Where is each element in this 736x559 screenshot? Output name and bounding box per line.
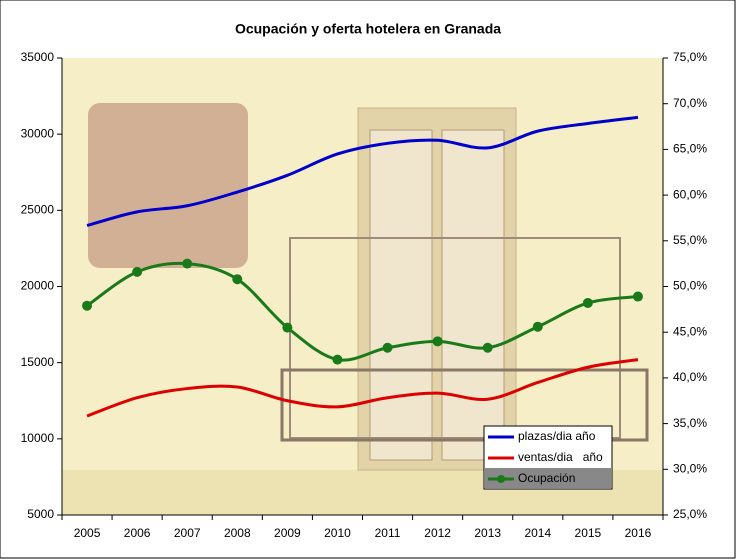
- y2-tick-label: 65,0%: [673, 142, 707, 156]
- x-tick-label: 2015: [575, 526, 602, 540]
- window-pane: [369, 129, 433, 461]
- point: [332, 354, 343, 365]
- y2-tick-label: 75,0%: [673, 50, 707, 64]
- chart-title: Ocupación y oferta hotelera en Granada: [235, 21, 501, 37]
- x-tick-label: 2006: [124, 526, 151, 540]
- x-tick-label: 2013: [474, 526, 501, 540]
- series-line: [86, 358, 639, 418]
- legend-label: Ocupación: [518, 471, 575, 485]
- point: [632, 291, 643, 302]
- point: [482, 342, 493, 353]
- balcony-rail: [280, 368, 649, 442]
- y2-tick-label: 45,0%: [673, 324, 707, 338]
- y2-tick-label: 50,0%: [673, 279, 707, 293]
- point: [432, 336, 443, 347]
- y-tick-label: 10000: [21, 431, 55, 445]
- x-tick-label: 2012: [424, 526, 451, 540]
- point: [582, 297, 593, 308]
- x-tick-label: 2007: [174, 526, 201, 540]
- legend-marker: [497, 475, 505, 483]
- y2-tick-label: 35,0%: [673, 416, 707, 430]
- legend-label: ventas/dia año: [518, 450, 603, 464]
- window-pane: [441, 129, 505, 461]
- x-tick-label: 2016: [625, 526, 652, 540]
- y2-tick-label: 30,0%: [673, 461, 707, 475]
- y-tick-label: 5000: [27, 507, 54, 521]
- y-tick-label: 35000: [21, 50, 55, 64]
- x-tick-label: 2011: [375, 526, 401, 540]
- y2-tick-label: 40,0%: [673, 370, 707, 384]
- y2-tick-label: 70,0%: [673, 96, 707, 110]
- point: [82, 300, 93, 311]
- x-tick-label: 2008: [224, 526, 251, 540]
- y-tick-label: 25000: [21, 203, 55, 217]
- y-tick-label: 20000: [21, 279, 55, 293]
- y2-tick-label: 25,0%: [673, 507, 707, 521]
- point: [532, 321, 543, 332]
- point: [232, 274, 243, 285]
- legend-shade: [485, 468, 611, 488]
- background-photo: [62, 58, 663, 515]
- point: [182, 258, 193, 269]
- point: [132, 266, 143, 277]
- x-tick-label: 2005: [74, 526, 101, 540]
- legend-label: plazas/dia año: [518, 429, 596, 443]
- y2-tick-label: 60,0%: [673, 187, 707, 201]
- point: [282, 322, 293, 333]
- sign: [88, 103, 248, 268]
- y2-tick-label: 55,0%: [673, 233, 707, 247]
- y-tick-label: 15000: [21, 355, 55, 369]
- point: [382, 342, 393, 353]
- series-line: [86, 115, 639, 228]
- x-tick-label: 2009: [274, 526, 301, 540]
- balcony: [289, 237, 621, 439]
- y-tick-label: 30000: [21, 126, 55, 140]
- x-tick-label: 2010: [324, 526, 351, 540]
- x-tick-label: 2014: [524, 526, 551, 540]
